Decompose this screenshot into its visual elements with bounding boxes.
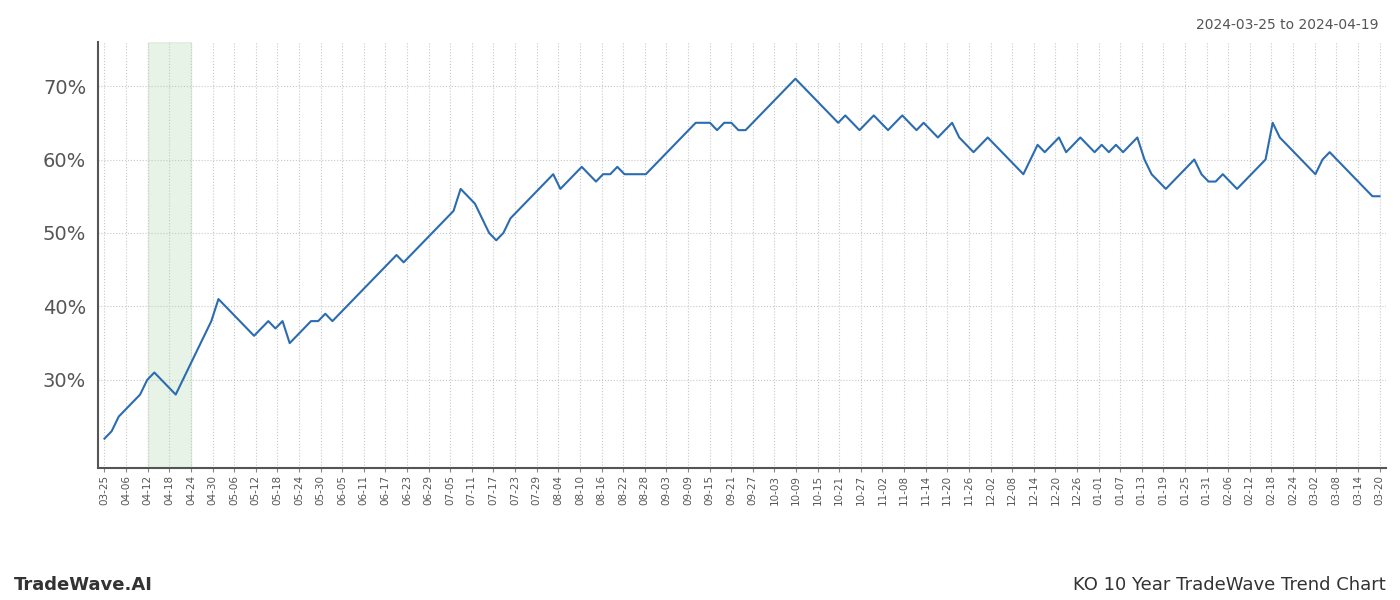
Text: TradeWave.AI: TradeWave.AI <box>14 576 153 594</box>
Text: KO 10 Year TradeWave Trend Chart: KO 10 Year TradeWave Trend Chart <box>1074 576 1386 594</box>
Bar <box>148 42 190 468</box>
Text: 2024-03-25 to 2024-04-19: 2024-03-25 to 2024-04-19 <box>1197 18 1379 32</box>
